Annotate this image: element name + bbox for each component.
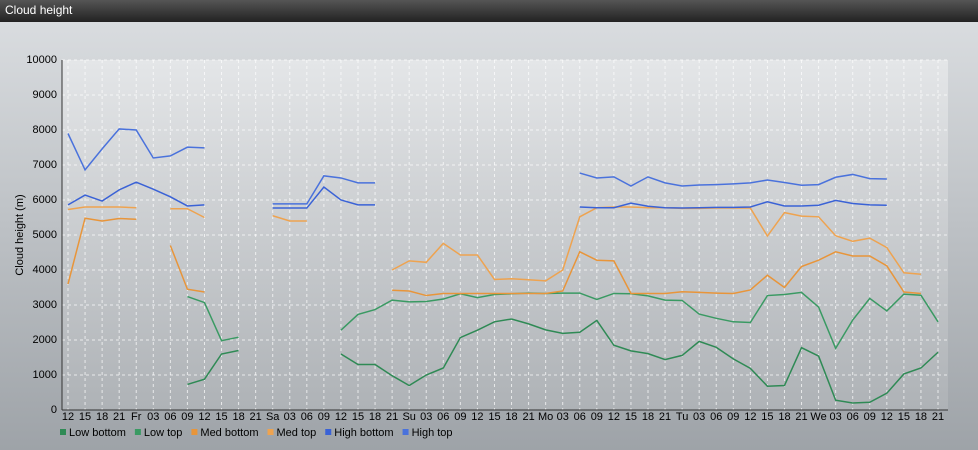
x-tick-label: We bbox=[810, 411, 826, 423]
y-tick-label: 2000 bbox=[33, 334, 57, 346]
legend-marker bbox=[402, 429, 409, 435]
y-tick-label: 10000 bbox=[26, 54, 57, 66]
x-tick-label: 03 bbox=[693, 411, 705, 423]
x-tick-label: 06 bbox=[437, 411, 449, 423]
x-tick-label: 18 bbox=[232, 411, 244, 423]
legend-label: High top bbox=[412, 427, 453, 439]
x-tick-label: 06 bbox=[710, 411, 722, 423]
y-tick-label: 9000 bbox=[33, 89, 57, 101]
legend-marker bbox=[191, 429, 198, 435]
series-line bbox=[187, 318, 939, 404]
y-tick-label: 1000 bbox=[33, 369, 57, 381]
x-tick-label: 09 bbox=[727, 411, 739, 423]
x-tick-label: 15 bbox=[898, 411, 910, 423]
y-tick-label: 4000 bbox=[33, 264, 57, 276]
x-tick-label: 03 bbox=[147, 411, 159, 423]
legend-marker bbox=[134, 429, 141, 435]
y-tick-label: 0 bbox=[51, 404, 57, 416]
x-tick-label: 21 bbox=[932, 411, 944, 423]
x-tick-label: 12 bbox=[335, 411, 347, 423]
x-tick-label: 18 bbox=[505, 411, 517, 423]
x-tick-label: 18 bbox=[778, 411, 790, 423]
x-tick-label: 09 bbox=[864, 411, 876, 423]
x-tick-label: 21 bbox=[386, 411, 398, 423]
title-bar bbox=[0, 0, 978, 22]
x-tick-label: 18 bbox=[369, 411, 381, 423]
x-tick-label: 18 bbox=[915, 411, 927, 423]
x-tick-label: 03 bbox=[830, 411, 842, 423]
x-tick-label: 15 bbox=[79, 411, 91, 423]
x-tick-label: 12 bbox=[608, 411, 620, 423]
x-tick-label: 18 bbox=[96, 411, 108, 423]
x-tick-label: 09 bbox=[318, 411, 330, 423]
legend-label: High bottom bbox=[334, 427, 393, 439]
series-line bbox=[187, 291, 939, 351]
y-tick-label: 7000 bbox=[33, 159, 57, 171]
x-tick-label: 12 bbox=[881, 411, 893, 423]
y-axis-label: Cloud height (m) bbox=[14, 194, 26, 275]
x-tick-label: Mo bbox=[538, 411, 553, 423]
x-tick-label: 21 bbox=[659, 411, 671, 423]
x-tick-label: 12 bbox=[744, 411, 756, 423]
x-tick-label: Su bbox=[402, 411, 415, 423]
x-tick-label: 15 bbox=[352, 411, 364, 423]
y-tick-label: 8000 bbox=[33, 124, 57, 136]
series-line bbox=[67, 128, 887, 205]
x-tick-label: 06 bbox=[164, 411, 176, 423]
legend-label: Med bottom bbox=[200, 427, 258, 439]
x-tick-label: 12 bbox=[198, 411, 210, 423]
y-tick-label: 6000 bbox=[33, 194, 57, 206]
x-tick-label: 03 bbox=[557, 411, 569, 423]
series-line bbox=[67, 217, 922, 297]
x-tick-label: 09 bbox=[591, 411, 603, 423]
x-tick-label: 03 bbox=[284, 411, 296, 423]
x-tick-label: 09 bbox=[454, 411, 466, 423]
x-tick-label: 21 bbox=[795, 411, 807, 423]
legend-label: Low bottom bbox=[69, 427, 126, 439]
x-tick-label: Tu bbox=[676, 411, 688, 423]
x-tick-label: 15 bbox=[761, 411, 773, 423]
legend-label: Low top bbox=[144, 427, 183, 439]
y-tick-label: 5000 bbox=[33, 229, 57, 241]
legend-marker bbox=[267, 429, 274, 435]
x-tick-label: 15 bbox=[215, 411, 227, 423]
x-tick-label: 09 bbox=[181, 411, 193, 423]
x-tick-label: 21 bbox=[250, 411, 262, 423]
x-tick-label: 21 bbox=[113, 411, 125, 423]
x-tick-label: 15 bbox=[625, 411, 637, 423]
series-line bbox=[67, 181, 887, 209]
x-tick-label: 12 bbox=[471, 411, 483, 423]
chart-title: Cloud height bbox=[5, 3, 73, 17]
x-tick-label: 12 bbox=[62, 411, 74, 423]
x-tick-label: 21 bbox=[522, 411, 534, 423]
x-tick-label: 06 bbox=[301, 411, 313, 423]
legend-marker bbox=[325, 429, 332, 435]
x-tick-label: 06 bbox=[847, 411, 859, 423]
series-line bbox=[67, 206, 922, 282]
x-tick-label: 15 bbox=[488, 411, 500, 423]
x-tick-label: 03 bbox=[420, 411, 432, 423]
x-tick-label: Fr bbox=[131, 411, 142, 423]
x-tick-label: Sa bbox=[266, 411, 280, 423]
legend-marker bbox=[60, 429, 66, 435]
y-tick-label: 3000 bbox=[33, 299, 57, 311]
x-tick-label: 18 bbox=[642, 411, 654, 423]
x-tick-label: 06 bbox=[574, 411, 586, 423]
legend-label: Med top bbox=[277, 427, 317, 439]
